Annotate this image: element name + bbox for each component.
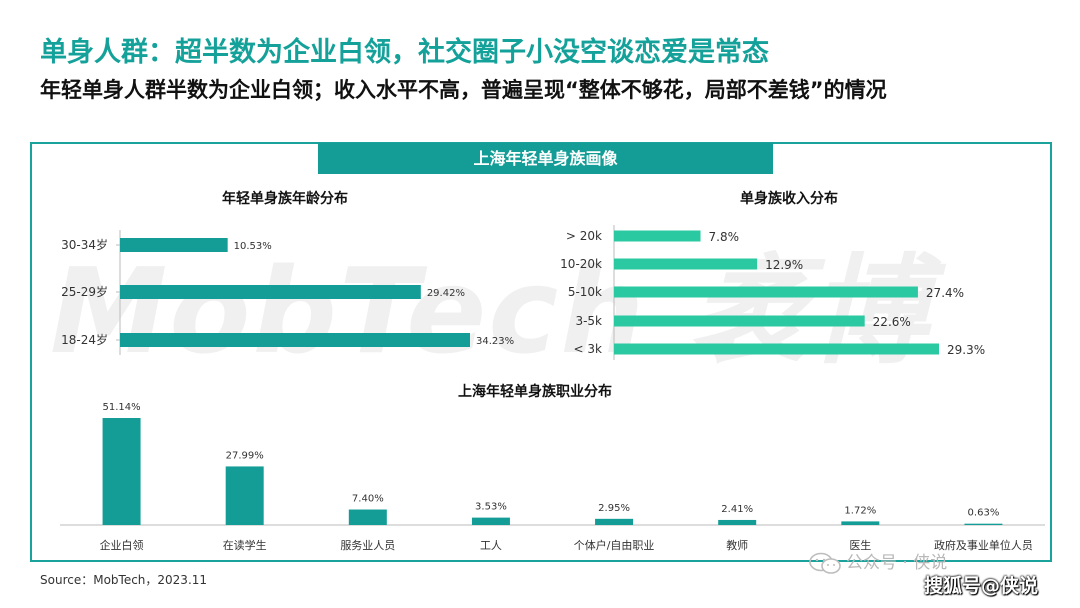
age-value-label: 34.23% xyxy=(476,336,514,347)
income-tick-label: 3-5k xyxy=(575,314,602,328)
wechat-icon xyxy=(809,552,841,574)
panel-header: 上海年轻单身族画像 xyxy=(318,143,773,174)
job-tick-label: 企业白领 xyxy=(100,538,144,552)
age-bar xyxy=(120,238,228,252)
age-bar xyxy=(120,285,421,299)
job-bar xyxy=(718,519,757,525)
age-chart-title: 年轻单身族年龄分布 xyxy=(222,191,348,207)
job-bar xyxy=(471,517,510,525)
job-tick-label: 工人 xyxy=(480,539,502,552)
age-value-label: 29.42% xyxy=(427,288,465,299)
job-bar xyxy=(595,518,634,525)
job-bar xyxy=(348,509,387,525)
wechat-account-label: 公众号 · 侠说 xyxy=(846,553,948,573)
job-tick-label: 个体户/自由职业 xyxy=(574,538,655,552)
job-value-label: 3.53% xyxy=(475,502,507,513)
job-value-label: 0.63% xyxy=(968,508,1000,519)
income-bar xyxy=(614,230,701,242)
job-value-label: 2.95% xyxy=(598,503,630,514)
job-bar xyxy=(964,523,1003,525)
income-value-label: 22.6% xyxy=(873,315,911,329)
wechat-account-mark: 公众号 · 侠说 xyxy=(808,548,947,574)
age-tick-label: 30-34岁 xyxy=(61,237,108,252)
age-value-label: 10.53% xyxy=(234,241,272,252)
income-value-label: 29.3% xyxy=(947,343,985,357)
job-value-label: 2.41% xyxy=(721,504,753,515)
page-title: 单身人群：超半数为企业白领，社交圈子小没空谈恋爱是常态 xyxy=(40,37,769,68)
income-chart-title: 单身族收入分布 xyxy=(740,191,838,207)
income-tick-label: 5-10k xyxy=(568,285,602,299)
income-value-label: 7.8% xyxy=(709,230,740,244)
income-bar xyxy=(614,315,865,327)
job-tick-label: 政府及事业单位人员 xyxy=(934,538,1033,552)
job-bar xyxy=(841,521,880,525)
job-value-label: 1.72% xyxy=(844,505,876,516)
job-tick-label: 教师 xyxy=(726,539,748,552)
income-bar xyxy=(614,258,758,270)
source-note: Source：MobTech，2023.11 xyxy=(40,573,208,587)
page-subtitle: 年轻单身人群半数为企业白领；收入水平不高，普遍呈现“整体不够花，局部不差钱”的情… xyxy=(40,78,887,102)
job-tick-label: 在读学生 xyxy=(223,538,267,552)
job-chart-title: 上海年轻单身族职业分布 xyxy=(458,384,612,400)
job-tick-label: 服务业人员 xyxy=(340,539,395,552)
income-tick-label: < 3k xyxy=(574,342,603,356)
age-tick-label: 18-24岁 xyxy=(61,332,108,347)
income-tick-label: 10-20k xyxy=(560,257,602,271)
job-value-label: 51.14% xyxy=(102,402,140,413)
age-tick-label: 25-29岁 xyxy=(61,284,108,299)
income-bar xyxy=(614,343,939,355)
income-bar xyxy=(614,286,918,298)
job-value-label: 7.40% xyxy=(352,494,384,505)
age-bar xyxy=(120,333,470,347)
job-bar xyxy=(102,418,141,525)
job-bar xyxy=(225,466,264,525)
sohu-watermark: 搜狐号@侠说 xyxy=(924,575,1039,597)
income-tick-label: > 20k xyxy=(566,229,602,243)
income-value-label: 12.9% xyxy=(765,258,803,272)
job-tick-label: 医生 xyxy=(849,538,871,552)
income-value-label: 27.4% xyxy=(926,286,964,300)
job-value-label: 27.99% xyxy=(226,450,264,461)
